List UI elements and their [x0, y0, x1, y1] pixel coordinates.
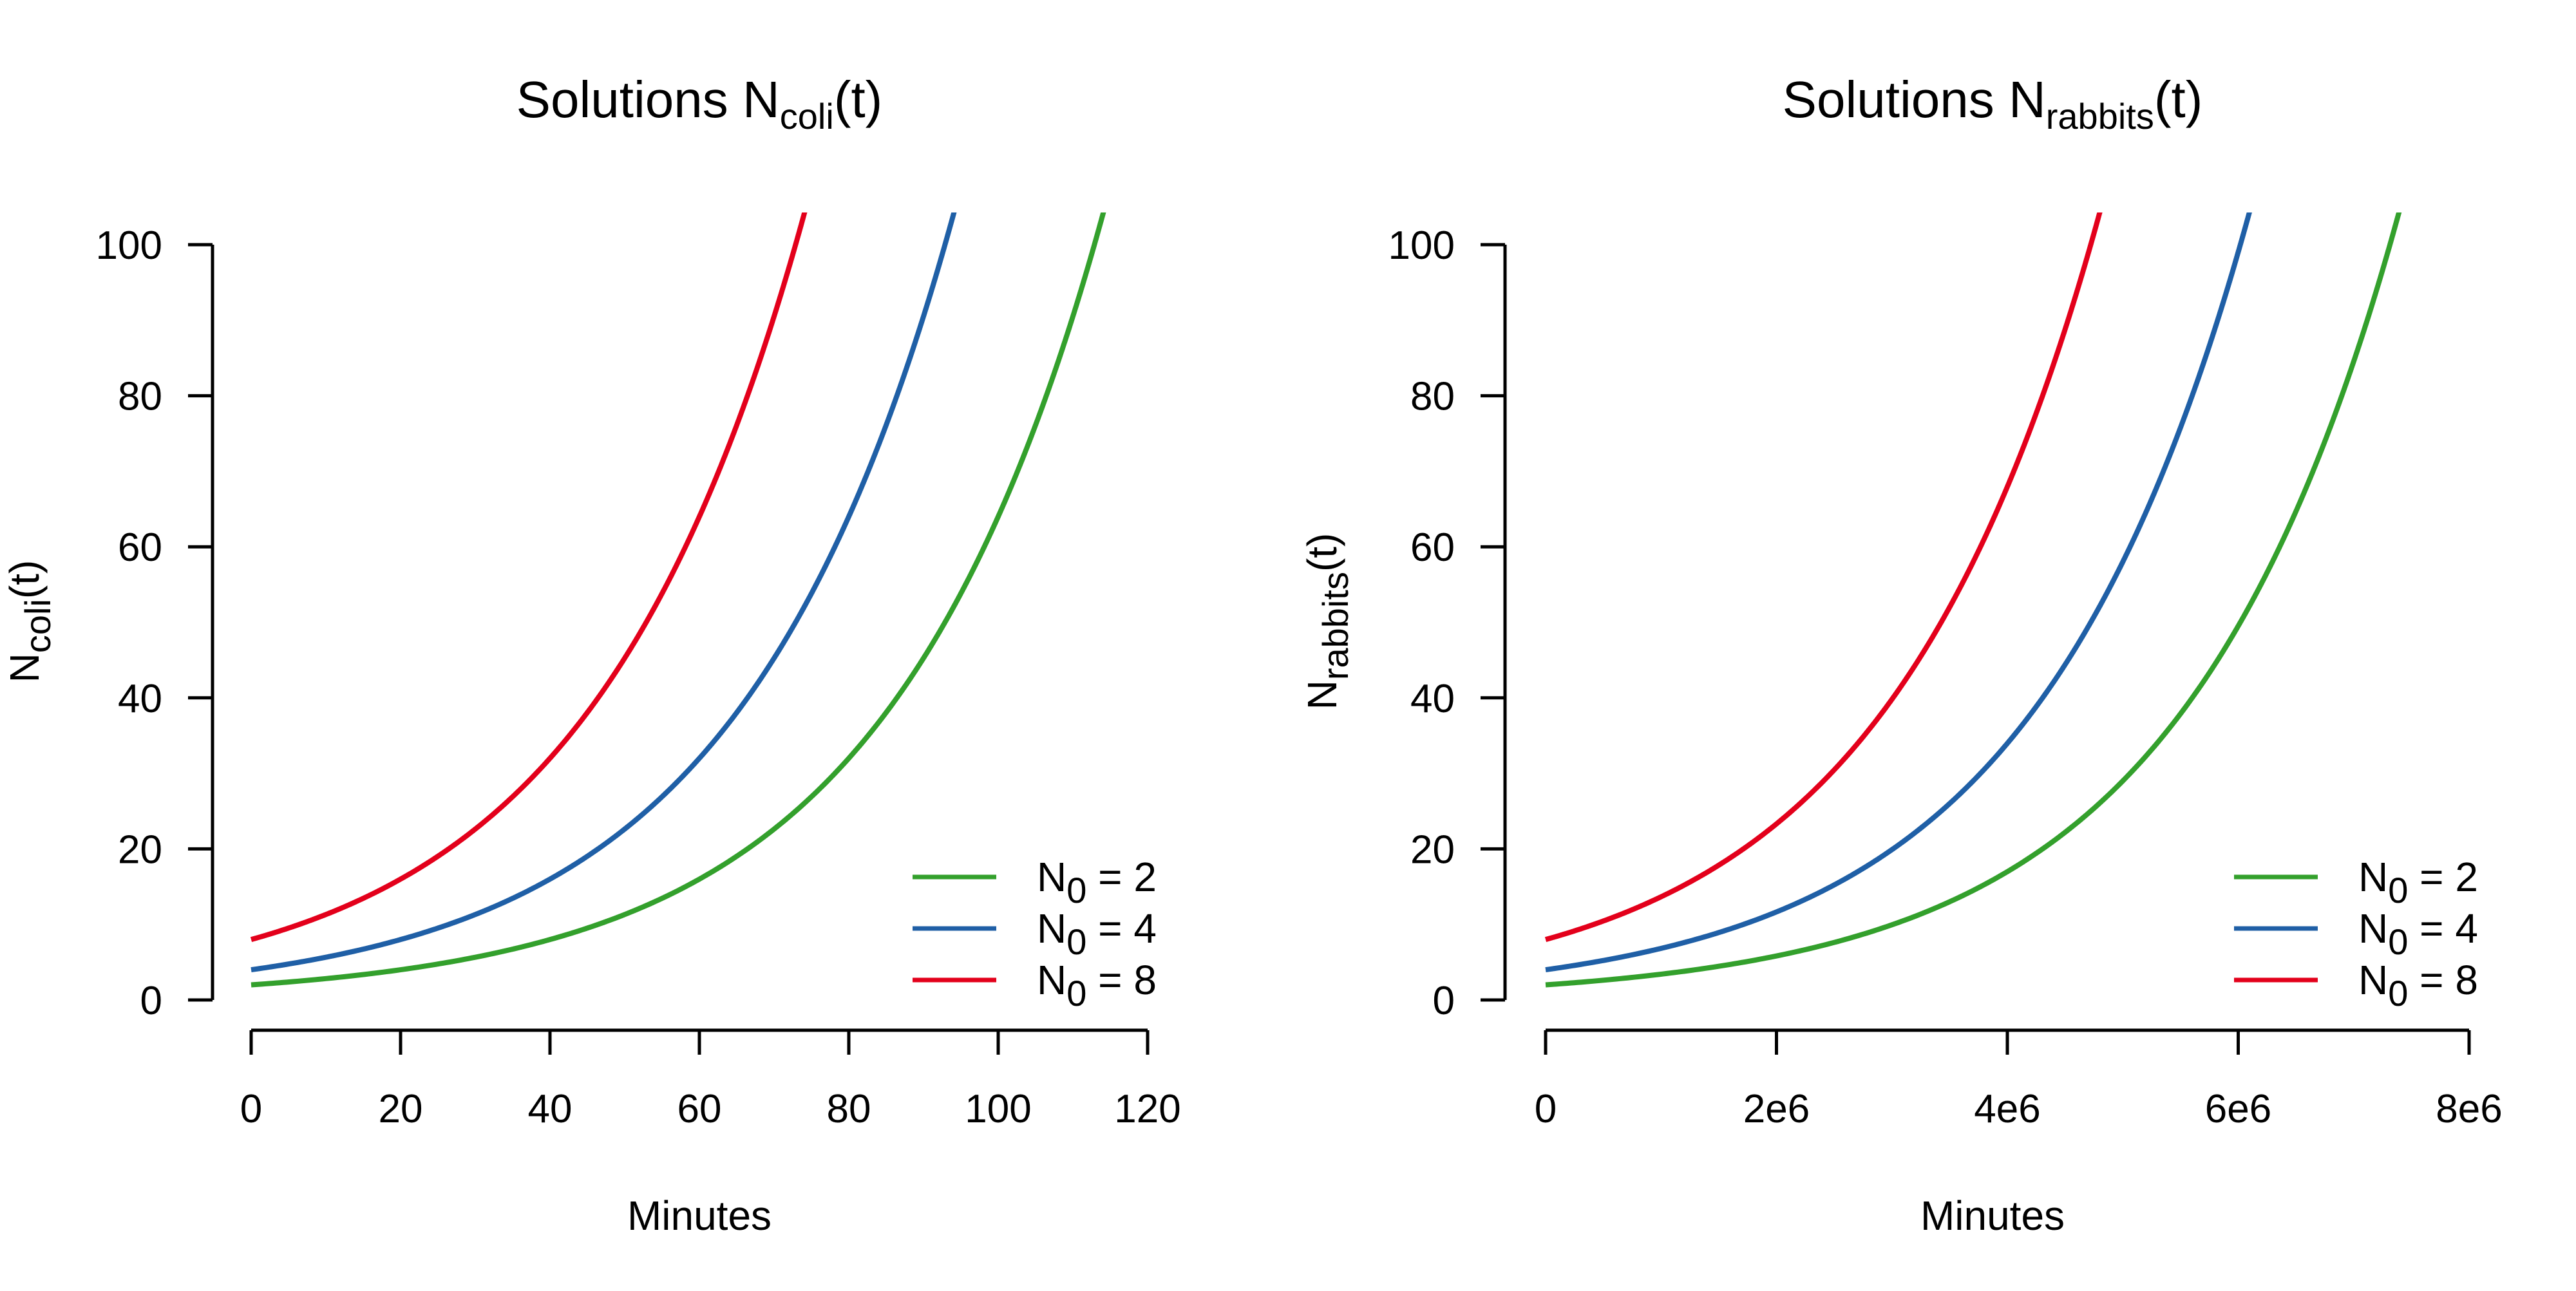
- y-axis-label-main: N: [1299, 680, 1345, 710]
- chart-title-main: Solutions N: [1783, 71, 2046, 128]
- y-tick-label: 100: [1388, 223, 1455, 268]
- y-tick-label: 40: [1410, 677, 1455, 721]
- legend-entry-suffix: = 2: [2408, 854, 2478, 900]
- y-tick-label: 20: [118, 827, 162, 872]
- series-line-n0-2: [1545, 212, 2402, 988]
- y-tick-label: 0: [140, 979, 162, 1023]
- y-tick-label: 60: [1410, 525, 1455, 570]
- chart-title: Solutions Ncoli(t): [516, 71, 883, 137]
- x-tick-label: 100: [965, 1087, 1031, 1131]
- y-axis-label-subscript: rabbits: [1315, 572, 1356, 680]
- legend-entry-suffix: = 4: [2408, 905, 2478, 952]
- legend-entry: N0 = 4: [1037, 905, 1157, 962]
- y-axis-label-subscript: coli: [17, 599, 58, 653]
- x-axis-label: Minutes: [1920, 1192, 2065, 1239]
- legend-entry-subscript: 0: [2388, 973, 2408, 1013]
- legend-entry-subscript: 0: [2388, 870, 2408, 910]
- x-tick-label: 20: [379, 1087, 423, 1131]
- legend-entry: N0 = 8: [1037, 957, 1157, 1013]
- x-tick-label: 60: [677, 1087, 722, 1131]
- x-tick-label: 40: [528, 1087, 573, 1131]
- chart-title-subscript: rabbits: [2046, 96, 2154, 137]
- legend-entry-suffix: = 8: [2408, 957, 2478, 1003]
- legend-entry: N0 = 2: [2358, 854, 2478, 910]
- legend-entry-main: N: [1037, 854, 1066, 900]
- legend-entry-suffix: = 2: [1086, 854, 1157, 900]
- legend-entry-main: N: [2358, 957, 2388, 1003]
- y-tick-label: 80: [118, 375, 162, 419]
- legend-entry-main: N: [2358, 905, 2388, 952]
- series-line-n0-2: [251, 212, 1106, 988]
- legend-entry: N0 = 8: [2358, 957, 2478, 1013]
- y-axis-label-suffix: (t): [1, 560, 48, 599]
- y-tick-label: 100: [96, 223, 162, 268]
- x-tick-label: 8e6: [2436, 1087, 2502, 1131]
- x-tick-label: 80: [827, 1087, 871, 1131]
- x-tick-label: 4e6: [1974, 1087, 2040, 1131]
- chart-title-suffix: (t): [834, 71, 883, 128]
- x-tick-label: 120: [1114, 1087, 1180, 1131]
- y-tick-label: 20: [1410, 827, 1455, 872]
- y-axis-label-main: N: [1, 653, 48, 683]
- x-tick-label: 0: [1535, 1087, 1557, 1131]
- legend-entry-subscript: 0: [1066, 921, 1086, 962]
- legend-entry-main: N: [2358, 854, 2388, 900]
- y-tick-label: 40: [118, 677, 162, 721]
- chart-title: Solutions Nrabbits(t): [1783, 71, 2203, 137]
- x-tick-label: 0: [240, 1087, 262, 1131]
- legend-entry-suffix: = 4: [1086, 905, 1157, 952]
- legend-entry-subscript: 0: [1066, 870, 1086, 910]
- y-tick-label: 80: [1410, 375, 1455, 419]
- chart-title-main: Solutions N: [516, 71, 780, 128]
- legend-entry-suffix: = 8: [1086, 957, 1157, 1003]
- chart-title-subscript: coli: [780, 96, 834, 137]
- x-axis-label: Minutes: [627, 1192, 772, 1239]
- y-tick-label: 0: [1433, 979, 1455, 1023]
- series-line-n0-8: [250, 212, 808, 943]
- x-tick-label: 2e6: [1743, 1087, 1810, 1131]
- y-axis-label: Nrabbits(t): [1299, 533, 1356, 710]
- y-axis-label-suffix: (t): [1299, 533, 1345, 572]
- legend-entry: N0 = 2: [1037, 854, 1157, 910]
- series-line-n0-8: [1544, 212, 2103, 943]
- y-axis-label: Ncoli(t): [1, 560, 58, 683]
- chart-title-suffix: (t): [2154, 71, 2203, 128]
- legend-entry: N0 = 4: [2358, 905, 2478, 962]
- y-tick-label: 60: [118, 525, 162, 570]
- legend-entry-subscript: 0: [1066, 973, 1086, 1013]
- legend-entry-subscript: 0: [2388, 921, 2408, 962]
- legend-entry-main: N: [1037, 905, 1066, 952]
- series-line-n0-4: [251, 212, 957, 973]
- x-tick-label: 6e6: [2205, 1087, 2271, 1131]
- series-line-n0-4: [1545, 212, 2252, 973]
- legend-entry-main: N: [1037, 957, 1066, 1003]
